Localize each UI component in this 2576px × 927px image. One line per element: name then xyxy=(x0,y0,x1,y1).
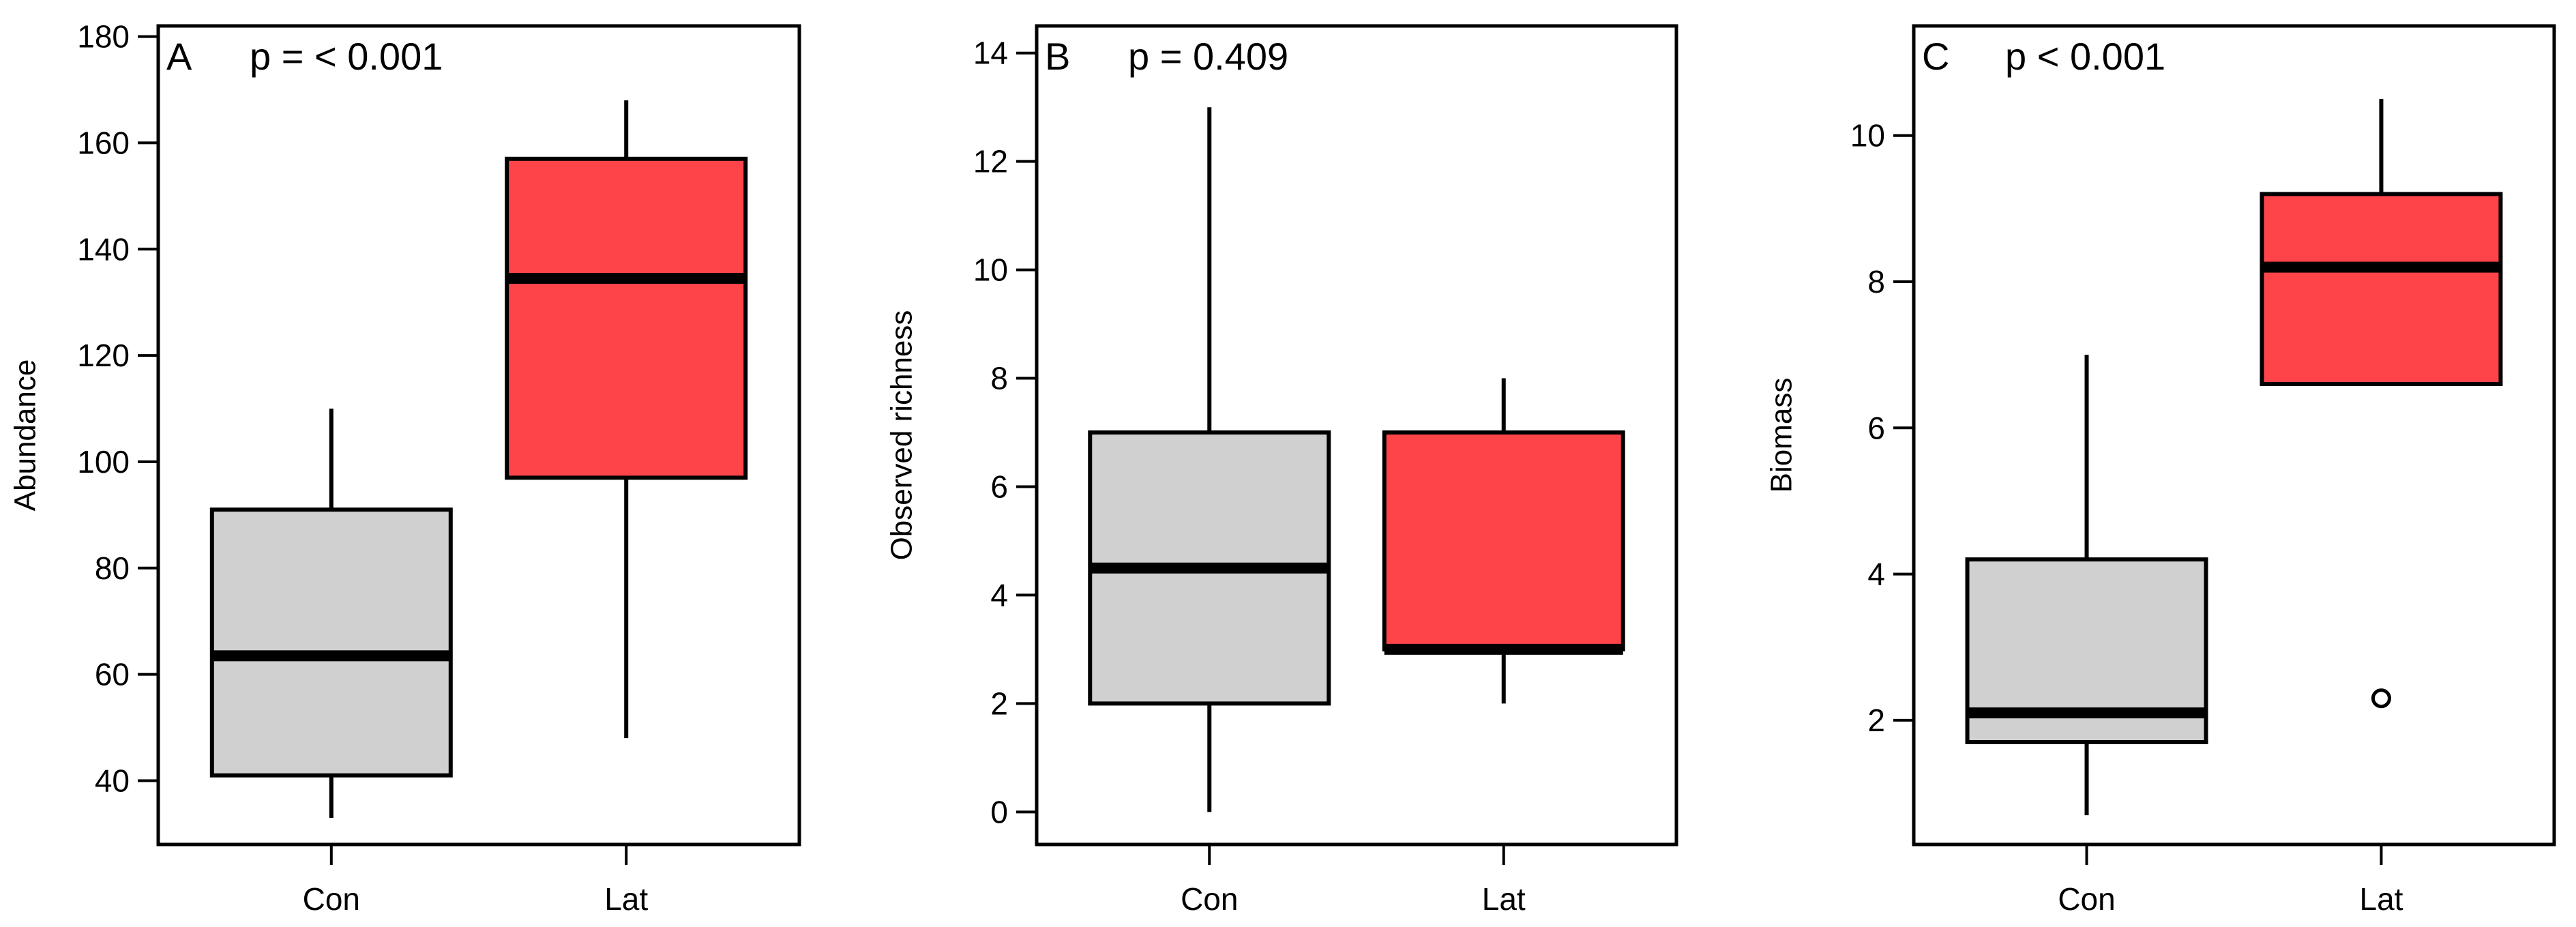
y-tick-label: 8 xyxy=(990,361,1008,396)
box-lat xyxy=(1382,378,1625,704)
y-tick-label: 40 xyxy=(95,763,130,798)
x-tick-label: Lat xyxy=(1482,881,1526,917)
y-axis-label: Abundance xyxy=(9,359,42,512)
x-tick-label: Con xyxy=(2058,881,2115,917)
y-tick-label: 10 xyxy=(973,252,1008,288)
y-tick-label: 2 xyxy=(990,686,1008,721)
y-axis: 2 4 6 8 10 xyxy=(1850,118,1914,738)
x-tick-label: Lat xyxy=(604,881,648,917)
box-iqr xyxy=(209,507,453,778)
box-lat xyxy=(505,100,748,739)
box-lat xyxy=(2260,99,2503,709)
x-tick-label: Con xyxy=(1181,881,1238,917)
y-tick-label: 2 xyxy=(1867,703,1885,738)
box-iqr xyxy=(2260,192,2503,386)
x-axis: Con Lat xyxy=(303,844,648,917)
x-axis: Con Lat xyxy=(1181,844,1526,917)
y-tick-label: 8 xyxy=(1867,264,1885,299)
box-con xyxy=(1088,107,1331,812)
box-iqr xyxy=(505,156,748,480)
y-tick-label: 12 xyxy=(973,144,1008,179)
p-value-annotation: p < 0.001 xyxy=(2005,35,2165,78)
p-value-annotation: p = 0.409 xyxy=(1128,35,1288,78)
x-axis: Con Lat xyxy=(2058,844,2403,917)
plot-frame xyxy=(156,24,801,847)
y-tick-label: 6 xyxy=(990,469,1008,504)
panel-label: C xyxy=(1922,35,1949,78)
y-tick-label: 100 xyxy=(77,444,130,480)
chart-panel-b: 0 2 4 6 8 10 12 14 Con Lat Observed richness B p = 0… xyxy=(885,24,1678,917)
x-tick-label: Con xyxy=(303,881,360,917)
p-value-annotation: p = < 0.001 xyxy=(250,35,443,78)
y-axis: 0 2 4 6 8 10 12 14 xyxy=(973,35,1037,829)
x-tick-label: Lat xyxy=(2359,881,2403,917)
y-tick-label: 4 xyxy=(1867,557,1885,592)
y-axis: 40 60 80 100 120 140 160 180 xyxy=(77,19,158,798)
y-tick-label: 10 xyxy=(1850,118,1885,153)
y-tick-label: 140 xyxy=(77,231,130,267)
chart-panel-c: 2 4 6 8 10 Con Lat Biomass C p < 0.001 xyxy=(1765,24,2556,917)
y-tick-label: 6 xyxy=(1867,410,1885,445)
box-con xyxy=(209,409,453,819)
y-axis-label: Observed richness xyxy=(885,310,919,561)
panel-label: B xyxy=(1045,35,1070,78)
y-tick-label: 180 xyxy=(77,19,130,55)
y-tick-label: 160 xyxy=(77,125,130,160)
plot-frame xyxy=(1035,24,1678,847)
box-con xyxy=(1965,355,2208,816)
panel-label: A xyxy=(166,35,192,78)
y-tick-label: 4 xyxy=(990,577,1008,613)
y-tick-label: 80 xyxy=(95,550,130,586)
y-tick-label: 120 xyxy=(77,338,130,373)
chart-panel-a: 40 60 80 100 120 140 160 180 Con Lat Abundance A p =… xyxy=(9,19,801,917)
y-tick-label: 0 xyxy=(990,794,1008,829)
box-iqr xyxy=(1382,430,1625,651)
y-tick-label: 60 xyxy=(95,657,130,692)
y-tick-label: 14 xyxy=(973,35,1008,71)
outlier-point xyxy=(2371,688,2391,709)
plot-frame xyxy=(1912,24,2556,847)
y-axis-label: Biomass xyxy=(1765,378,1798,493)
